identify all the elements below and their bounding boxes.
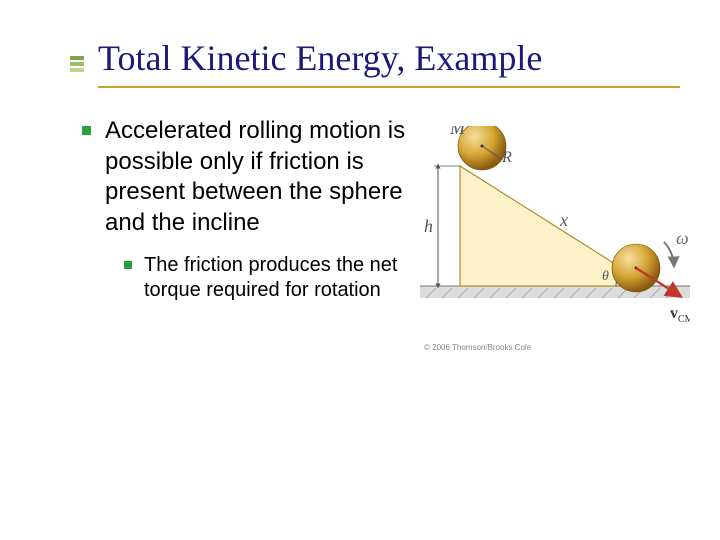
M-label: M xyxy=(449,126,466,138)
vcm-label: vCM xyxy=(670,305,690,325)
accent-bar xyxy=(70,56,84,60)
incline-diagram: θ x h R M xyxy=(420,126,690,336)
omega-label: ω xyxy=(676,228,689,248)
title-accent-icon xyxy=(70,54,84,72)
bullet-text: The friction produces the net torque req… xyxy=(144,253,410,304)
physics-figure: θ x h R M xyxy=(420,126,690,352)
accent-bar xyxy=(70,68,84,72)
sphere-top xyxy=(458,126,506,170)
omega-arrow-icon xyxy=(664,242,674,266)
accent-bar xyxy=(70,62,84,66)
bullet-square-icon xyxy=(82,126,91,135)
bullet-text: Accelerated rolling motion is possible o… xyxy=(105,116,410,239)
h-label: h xyxy=(424,216,433,236)
list-item: Accelerated rolling motion is possible o… xyxy=(82,116,410,239)
figure-column: θ x h R M xyxy=(410,116,690,352)
text-column: Accelerated rolling motion is possible o… xyxy=(40,116,410,304)
title-underline xyxy=(98,86,680,88)
theta-label: θ xyxy=(602,269,609,284)
x-label: x xyxy=(559,210,568,230)
list-item: The friction produces the net torque req… xyxy=(124,253,410,304)
slide: Total Kinetic Energy, Example Accelerate… xyxy=(0,0,720,540)
bullet-square-icon xyxy=(124,261,132,269)
title-row: Total Kinetic Energy, Example xyxy=(70,40,690,78)
sphere-top-center xyxy=(481,144,484,147)
figure-caption: © 2006 Thomson/Brooks Cole xyxy=(424,343,690,352)
page-title: Total Kinetic Energy, Example xyxy=(98,40,542,78)
content-row: Accelerated rolling motion is possible o… xyxy=(40,116,690,352)
R-label: R xyxy=(501,149,512,166)
